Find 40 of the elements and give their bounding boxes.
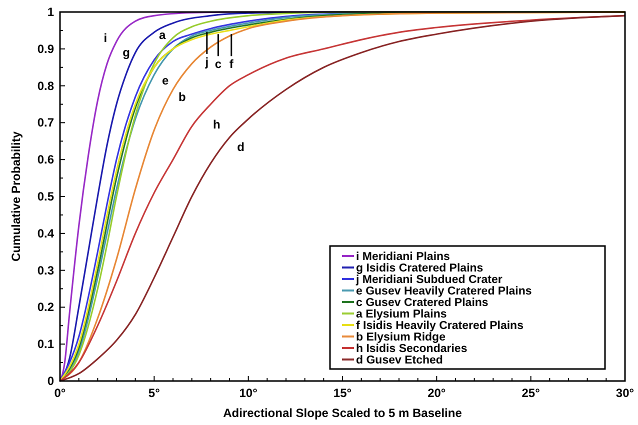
y-tick-label: 1 — [47, 5, 54, 19]
y-tick-label: 0.1 — [37, 337, 54, 352]
y-tick-label: 0.8 — [37, 78, 54, 93]
x-tick-label: 15° — [333, 386, 352, 400]
annotation: j — [204, 54, 209, 69]
legend-label: b Elysium Ridge — [356, 332, 446, 344]
annotation: i — [104, 30, 108, 45]
x-tick-label: 20° — [428, 386, 446, 400]
legend-label: f Isidis Heavily Cratered Plains — [356, 320, 524, 332]
legend-label: i Meridiani Plains — [356, 251, 450, 263]
legend-label: e Gusev Heavily Cratered Plains — [356, 286, 532, 298]
x-tick-label: 5° — [148, 386, 160, 400]
y-axis-title: Cumulative Probability — [9, 131, 23, 262]
x-axis-title: Adirectional Slope Scaled to 5 m Baseline — [223, 406, 462, 420]
annotation: e — [162, 73, 169, 88]
annotation: c — [214, 57, 222, 72]
legend-label: a Elysium Plains — [356, 308, 447, 320]
annotation: b — [178, 90, 186, 104]
legend-label: c Gusev Cratered Plains — [356, 297, 488, 309]
y-tick-label: 0.5 — [37, 190, 54, 204]
annotation: a — [159, 28, 166, 42]
y-tick-label: 0.7 — [37, 116, 54, 130]
y-tick-label: 0 — [47, 374, 54, 388]
x-tick-label: 0° — [54, 386, 66, 400]
annotation: d — [237, 140, 245, 154]
x-tick-label: 30° — [616, 386, 634, 400]
legend-label: j Meridiani Subdued Crater — [355, 274, 503, 286]
legend-label: h Isidis Secondaries — [356, 343, 468, 355]
y-tick-label: 0.2 — [37, 300, 54, 314]
annotation: g — [122, 46, 130, 60]
y-tick-label: 0.3 — [37, 263, 54, 278]
y-tick-label: 0.9 — [37, 42, 54, 56]
annotation: f — [229, 57, 234, 72]
legend-label: g Isidis Cratered Plains — [356, 262, 484, 274]
y-tick-label: 0.6 — [37, 152, 54, 167]
x-tick-label: 25° — [522, 386, 540, 400]
y-tick-label: 0.4 — [37, 226, 54, 240]
x-tick-label: 10° — [239, 386, 258, 400]
legend-label: d Gusev Etched — [356, 354, 443, 366]
annotation: h — [212, 118, 220, 132]
